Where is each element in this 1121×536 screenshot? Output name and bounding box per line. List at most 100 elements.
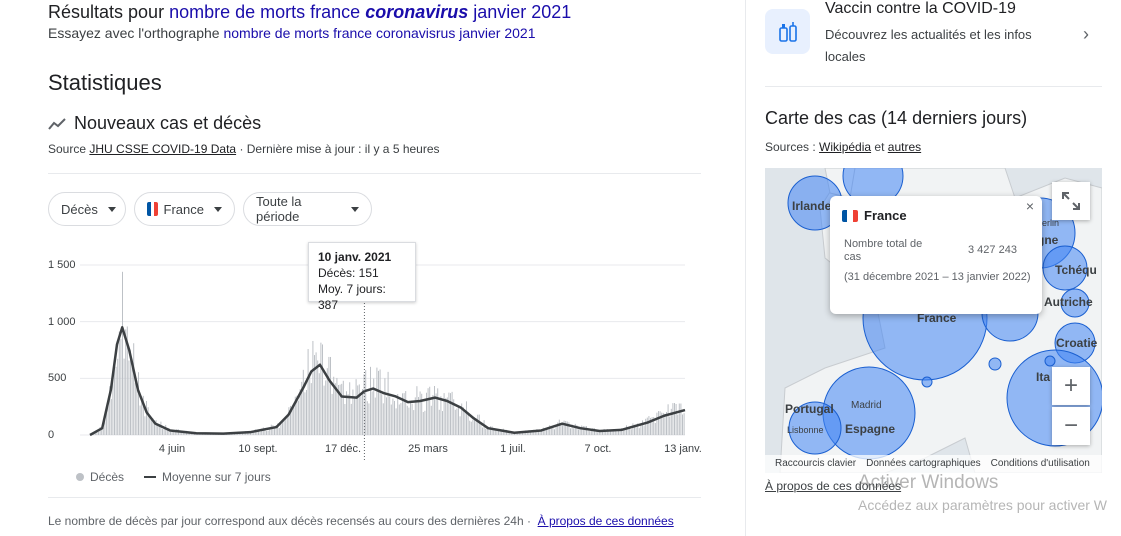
chart-bar bbox=[522, 432, 523, 435]
vaccine-icon bbox=[765, 9, 810, 54]
chart-bar bbox=[427, 388, 429, 435]
about-data-link[interactable]: À propos de ces données bbox=[537, 514, 674, 528]
chart-bar bbox=[542, 427, 544, 435]
metric-dropdown[interactable]: Décès bbox=[48, 192, 126, 226]
map-about-link[interactable]: À propos de ces données bbox=[765, 479, 902, 493]
chart-bar bbox=[563, 420, 565, 435]
close-icon[interactable]: × bbox=[1025, 198, 1034, 214]
chart-bar bbox=[573, 428, 575, 435]
chart-bar bbox=[619, 429, 621, 435]
source-link[interactable]: JHU CSSE COVID-19 Data bbox=[89, 142, 237, 156]
chart-bar bbox=[133, 343, 135, 435]
chart-bar bbox=[370, 366, 371, 435]
chart-bar bbox=[302, 369, 304, 435]
chart-bar bbox=[128, 360, 130, 435]
chart-bar bbox=[411, 403, 413, 435]
suggestion-link[interactable]: nombre de morts france coronavisrus janv… bbox=[223, 25, 536, 41]
chart-bar bbox=[294, 396, 296, 435]
y-tick: 1 000 bbox=[48, 316, 76, 328]
chart-bar bbox=[301, 381, 303, 435]
country-dropdown[interactable]: France bbox=[134, 192, 235, 226]
period-dropdown[interactable]: Toute la période bbox=[243, 192, 372, 226]
chart-bar bbox=[285, 416, 287, 435]
chart-bar bbox=[99, 427, 101, 435]
chart-bar bbox=[448, 392, 450, 435]
chart-bar bbox=[611, 429, 613, 435]
chart-bar bbox=[570, 428, 571, 435]
chart-bar bbox=[637, 423, 639, 435]
chart-bar bbox=[110, 398, 112, 435]
chart-bar bbox=[381, 394, 383, 435]
wikipedia-link[interactable]: Wikipédia bbox=[819, 140, 872, 154]
chart-bar bbox=[416, 386, 418, 435]
map-label: Lisbonne bbox=[787, 425, 824, 435]
chart-bar bbox=[307, 349, 309, 435]
chart-bar bbox=[379, 369, 381, 435]
chart-bar bbox=[101, 429, 103, 435]
zoom-in-button[interactable]: + bbox=[1052, 367, 1090, 405]
chart-bar bbox=[614, 429, 616, 435]
chart-bar bbox=[645, 418, 647, 435]
deaths-chart[interactable] bbox=[0, 0, 745, 536]
chart-bar bbox=[390, 404, 392, 435]
chevron-down-icon bbox=[351, 206, 359, 212]
chart-bar bbox=[115, 366, 117, 435]
x-tick: 17 déc. bbox=[324, 443, 362, 455]
others-link[interactable]: autres bbox=[887, 140, 922, 154]
map-sources: Sources : Wikipédia et autres bbox=[765, 140, 922, 154]
chart-bar bbox=[378, 370, 379, 435]
chart-bar bbox=[654, 422, 656, 435]
chart-bar bbox=[589, 431, 591, 435]
chart-bar bbox=[179, 431, 181, 435]
minus-icon: − bbox=[1063, 412, 1078, 439]
query-link[interactable]: nombre de morts france coronavirus janvi… bbox=[169, 2, 572, 22]
tooltip-avg: Moy. 7 jours: 387 bbox=[318, 282, 386, 312]
chart-bar bbox=[365, 370, 367, 435]
terms-link[interactable]: Conditions d'utilisation bbox=[990, 458, 1090, 469]
chart-bar bbox=[272, 425, 274, 435]
fullscreen-button[interactable] bbox=[1052, 182, 1090, 220]
chart-bar bbox=[616, 431, 618, 435]
chart-bar bbox=[368, 403, 370, 435]
chart-bar bbox=[650, 417, 651, 435]
chart-bar bbox=[475, 418, 477, 435]
chart-bar bbox=[286, 416, 288, 435]
chart-bar bbox=[334, 383, 336, 435]
chart-bar bbox=[342, 380, 344, 435]
chart-bar bbox=[149, 416, 151, 435]
zoom-out-button[interactable]: − bbox=[1052, 407, 1090, 445]
vaccine-title[interactable]: Vaccin contre la COVID-19 bbox=[825, 0, 1016, 17]
chart-bar bbox=[422, 411, 424, 435]
chart-bar bbox=[557, 422, 559, 435]
chart-bar bbox=[109, 386, 111, 435]
chart-bar bbox=[283, 418, 285, 435]
chevron-right-icon[interactable]: › bbox=[1083, 24, 1089, 44]
chart-bar bbox=[134, 382, 136, 435]
chart-bar bbox=[533, 429, 535, 435]
chart-bar bbox=[610, 431, 611, 435]
chart-bar bbox=[350, 403, 352, 435]
chart-bar bbox=[256, 429, 258, 435]
chart-bar bbox=[106, 412, 107, 435]
chart-bar bbox=[130, 350, 131, 435]
chart-bar bbox=[355, 379, 357, 435]
chart-bar bbox=[485, 428, 487, 435]
keyboard-shortcuts-link[interactable]: Raccourcis clavier bbox=[775, 458, 857, 469]
chart-bar bbox=[104, 416, 106, 435]
map-label: France bbox=[917, 311, 957, 325]
map-label: Ita bbox=[1036, 370, 1050, 384]
map-data-link[interactable]: Données cartographiques bbox=[866, 458, 981, 469]
section-title: Statistiques bbox=[48, 70, 162, 95]
chart-bar bbox=[112, 374, 114, 435]
chart-bar bbox=[152, 418, 154, 435]
chart-bar bbox=[470, 421, 472, 435]
chart-bar bbox=[606, 429, 608, 435]
chart-bar bbox=[642, 420, 643, 435]
chart-bar bbox=[266, 431, 267, 435]
chart-bar bbox=[550, 427, 552, 435]
chart-bar bbox=[478, 414, 480, 435]
chart-bar bbox=[595, 431, 597, 435]
chart-bar bbox=[566, 421, 568, 435]
tooltip-deaths: Décès: 151 bbox=[318, 266, 379, 280]
chart-bar bbox=[429, 386, 431, 435]
